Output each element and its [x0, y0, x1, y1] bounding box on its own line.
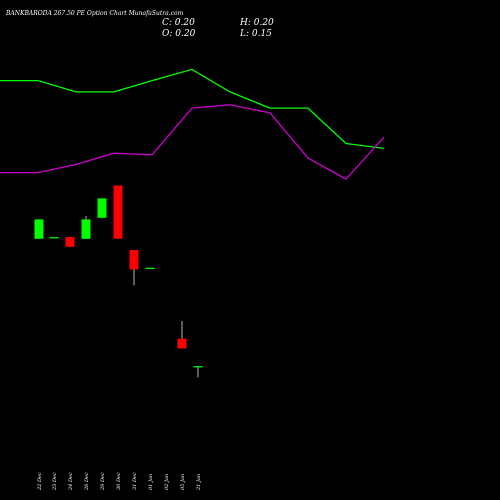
x-tick-label: 29 Dec — [100, 472, 106, 491]
x-tick-label: 24 Dec — [68, 472, 74, 491]
candle-body — [113, 185, 123, 239]
candle — [177, 321, 187, 349]
candle — [34, 219, 44, 239]
candle — [113, 185, 123, 239]
upper-band-line — [0, 68, 385, 150]
x-tick-label: 23 Dec — [52, 472, 58, 491]
lower-band-line — [0, 104, 385, 180]
candles — [34, 185, 203, 378]
candle-body — [193, 366, 203, 368]
candle-body — [34, 219, 44, 239]
candle-body — [97, 198, 107, 218]
chart-title: BANKBARODA 267.50 PE Option Chart Munafa… — [5, 10, 184, 17]
x-tick-label: 05 Jan — [180, 474, 186, 490]
indicator-lines — [0, 68, 385, 180]
candle-body — [49, 237, 59, 239]
candle — [193, 366, 203, 378]
x-axis-ticks: 22 Dec 23 Dec 24 Dec 26 Dec 29 Dec 30 Dec 31 D… — [37, 472, 202, 491]
high-readout: H: 0.20 — [239, 18, 274, 28]
candle — [129, 250, 139, 286]
candle-body — [129, 250, 139, 270]
close-readout: C: 0.20 — [162, 18, 195, 28]
x-tick-label: 21 Jan — [196, 474, 202, 491]
x-tick-label: 26 Dec — [84, 472, 90, 491]
x-tick-label: 30 Dec — [116, 472, 122, 490]
x-tick-label: 02 Jan — [164, 474, 170, 490]
candle — [81, 216, 91, 239]
candle — [65, 237, 75, 247]
x-tick-label: 01 Jan — [148, 474, 154, 490]
low-readout: L: 0.15 — [239, 29, 272, 39]
candle — [145, 267, 155, 269]
open-readout: O: 0.20 — [162, 29, 196, 39]
candle-body — [81, 219, 91, 239]
candle — [49, 237, 59, 239]
x-tick-label: 22 Dec — [37, 472, 43, 491]
candle-body — [65, 237, 75, 247]
x-tick-label: 31 Dec — [132, 472, 138, 490]
candle-body — [145, 267, 155, 269]
candle-body — [177, 338, 187, 349]
candle — [97, 198, 107, 218]
